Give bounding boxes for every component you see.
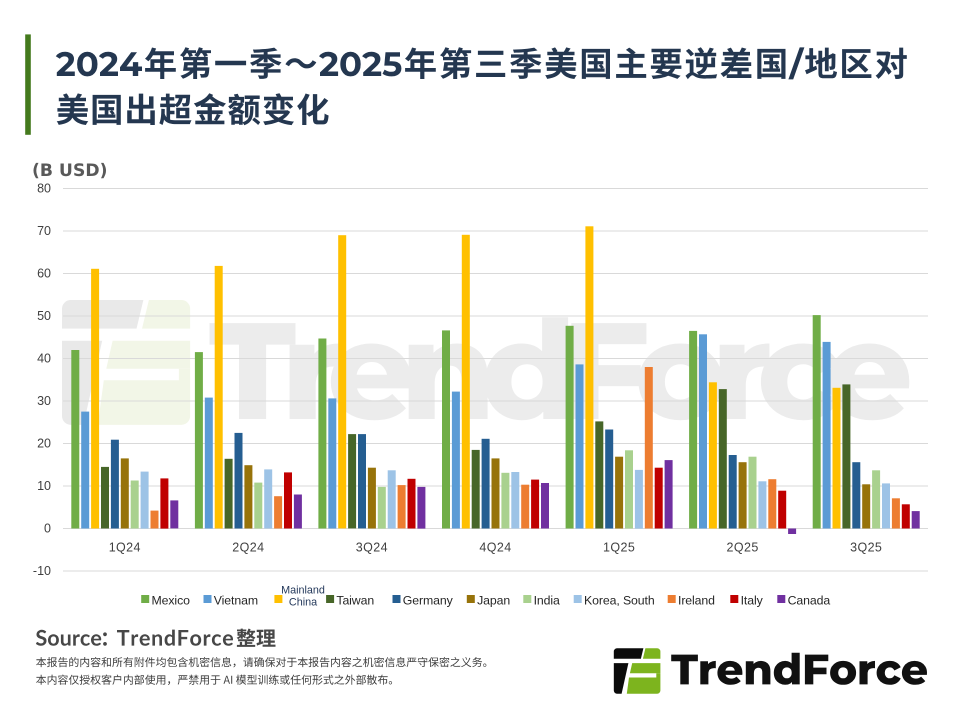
svg-text:10: 10	[37, 479, 51, 493]
svg-text:Germany: Germany	[403, 594, 454, 608]
svg-text:Mexico: Mexico	[152, 594, 191, 608]
svg-text:60: 60	[37, 267, 51, 281]
svg-text:3Q25: 3Q25	[850, 541, 882, 555]
svg-text:3Q24: 3Q24	[356, 541, 388, 555]
svg-text:Japan: Japan	[477, 594, 510, 608]
svg-text:Ireland: Ireland	[678, 594, 715, 608]
svg-text:1Q25: 1Q25	[603, 541, 635, 555]
svg-text:2Q25: 2Q25	[727, 541, 759, 555]
svg-text:Italy: Italy	[741, 594, 764, 608]
svg-text:20: 20	[37, 437, 51, 451]
svg-text:China: China	[289, 597, 317, 609]
svg-text:-10: -10	[33, 564, 51, 578]
svg-text:30: 30	[37, 394, 51, 408]
svg-text:1Q24: 1Q24	[109, 541, 141, 555]
svg-text:80: 80	[37, 182, 51, 196]
svg-text:4Q24: 4Q24	[479, 541, 511, 555]
svg-text:India: India	[534, 594, 560, 608]
svg-text:Mainland: Mainland	[281, 585, 325, 597]
svg-text:50: 50	[37, 309, 51, 323]
svg-text:70: 70	[37, 224, 51, 238]
svg-text:Korea, South: Korea, South	[584, 594, 655, 608]
svg-text:40: 40	[37, 352, 51, 366]
svg-text:Taiwan: Taiwan	[336, 594, 374, 608]
svg-text:Vietnam: Vietnam	[214, 594, 258, 608]
svg-text:Canada: Canada	[788, 594, 831, 608]
svg-text:0: 0	[44, 522, 51, 536]
svg-text:2Q24: 2Q24	[232, 541, 264, 555]
